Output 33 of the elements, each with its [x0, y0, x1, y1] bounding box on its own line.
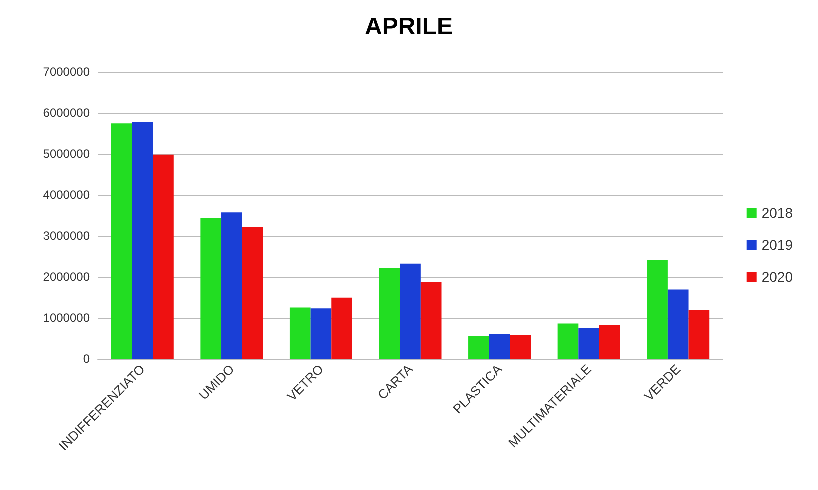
bar — [578, 328, 600, 359]
bar — [510, 335, 532, 359]
bar — [379, 268, 400, 359]
bar — [111, 124, 132, 359]
y-tick-label: 6000000 — [43, 106, 90, 120]
y-tick-label: 3000000 — [43, 229, 90, 243]
y-tick-label: 0 — [83, 352, 90, 366]
bar — [290, 308, 311, 359]
bar — [420, 282, 442, 359]
y-tick-label: 4000000 — [43, 188, 90, 202]
y-tick-label: 1000000 — [43, 311, 90, 325]
y-tick-label: 2000000 — [43, 270, 90, 284]
bar — [599, 325, 620, 359]
bar — [153, 154, 174, 359]
bar — [400, 264, 421, 359]
bar — [200, 218, 222, 359]
legend-label: 2020 — [762, 269, 794, 285]
bar — [132, 122, 154, 359]
y-tick-label: 5000000 — [43, 147, 90, 161]
bar — [668, 290, 689, 359]
bar — [489, 334, 510, 359]
bar — [222, 212, 242, 359]
bar — [310, 308, 332, 359]
bar — [332, 298, 352, 359]
bar — [242, 227, 264, 359]
bar — [647, 260, 668, 359]
legend-label: 2019 — [762, 237, 794, 253]
bar — [558, 324, 579, 359]
chart-title: APRILE — [364, 14, 454, 40]
bar — [688, 310, 710, 359]
legend-label: 2018 — [762, 205, 794, 221]
bar — [468, 336, 490, 359]
y-tick-label: 7000000 — [43, 65, 90, 79]
